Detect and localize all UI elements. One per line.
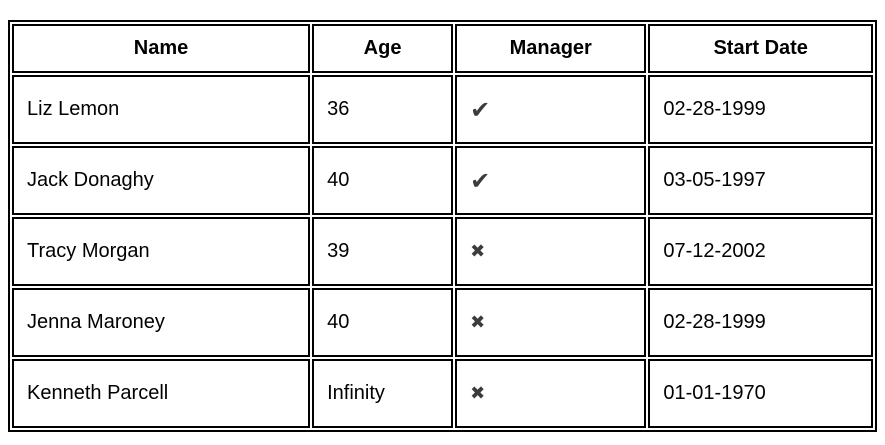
- table-row: Kenneth Parcell Infinity ✖ 01-01-1970: [12, 359, 873, 428]
- employee-table: Name Age Manager Start Date Liz Lemon 36…: [8, 20, 877, 432]
- cross-icon: ✖: [470, 383, 486, 403]
- cell-age: 40: [312, 146, 454, 215]
- cell-manager: ✔: [455, 146, 647, 215]
- check-icon: ✔: [470, 97, 491, 124]
- cell-manager: ✖: [455, 288, 647, 357]
- table-row: Jack Donaghy 40 ✔ 03-05-1997: [12, 146, 873, 215]
- header-row: Name Age Manager Start Date: [12, 24, 873, 73]
- cross-icon: ✖: [470, 312, 486, 332]
- column-header-name: Name: [12, 24, 311, 73]
- table-row: Jenna Maroney 40 ✖ 02-28-1999: [12, 288, 873, 357]
- column-header-age: Age: [312, 24, 454, 73]
- cell-start-date: 02-28-1999: [648, 288, 873, 357]
- cell-start-date: 07-12-2002: [648, 217, 873, 286]
- cell-name: Liz Lemon: [12, 75, 311, 144]
- column-header-manager: Manager: [455, 24, 647, 73]
- cell-age: 39: [312, 217, 454, 286]
- column-header-start-date: Start Date: [648, 24, 873, 73]
- table-body: Liz Lemon 36 ✔ 02-28-1999 Jack Donaghy 4…: [12, 75, 873, 428]
- cell-start-date: 01-01-1970: [648, 359, 873, 428]
- cell-name: Tracy Morgan: [12, 217, 311, 286]
- cell-name: Jack Donaghy: [12, 146, 311, 215]
- cell-age: Infinity: [312, 359, 454, 428]
- cell-manager: ✖: [455, 217, 647, 286]
- table-row: Liz Lemon 36 ✔ 02-28-1999: [12, 75, 873, 144]
- table-header: Name Age Manager Start Date: [12, 24, 873, 73]
- cell-name: Jenna Maroney: [12, 288, 311, 357]
- cell-start-date: 02-28-1999: [648, 75, 873, 144]
- cell-manager: ✖: [455, 359, 647, 428]
- table-row: Tracy Morgan 39 ✖ 07-12-2002: [12, 217, 873, 286]
- cell-age: 36: [312, 75, 454, 144]
- cell-age: 40: [312, 288, 454, 357]
- check-icon: ✔: [470, 168, 491, 195]
- cell-start-date: 03-05-1997: [648, 146, 873, 215]
- cell-name: Kenneth Parcell: [12, 359, 311, 428]
- cell-manager: ✔: [455, 75, 647, 144]
- cross-icon: ✖: [470, 241, 486, 261]
